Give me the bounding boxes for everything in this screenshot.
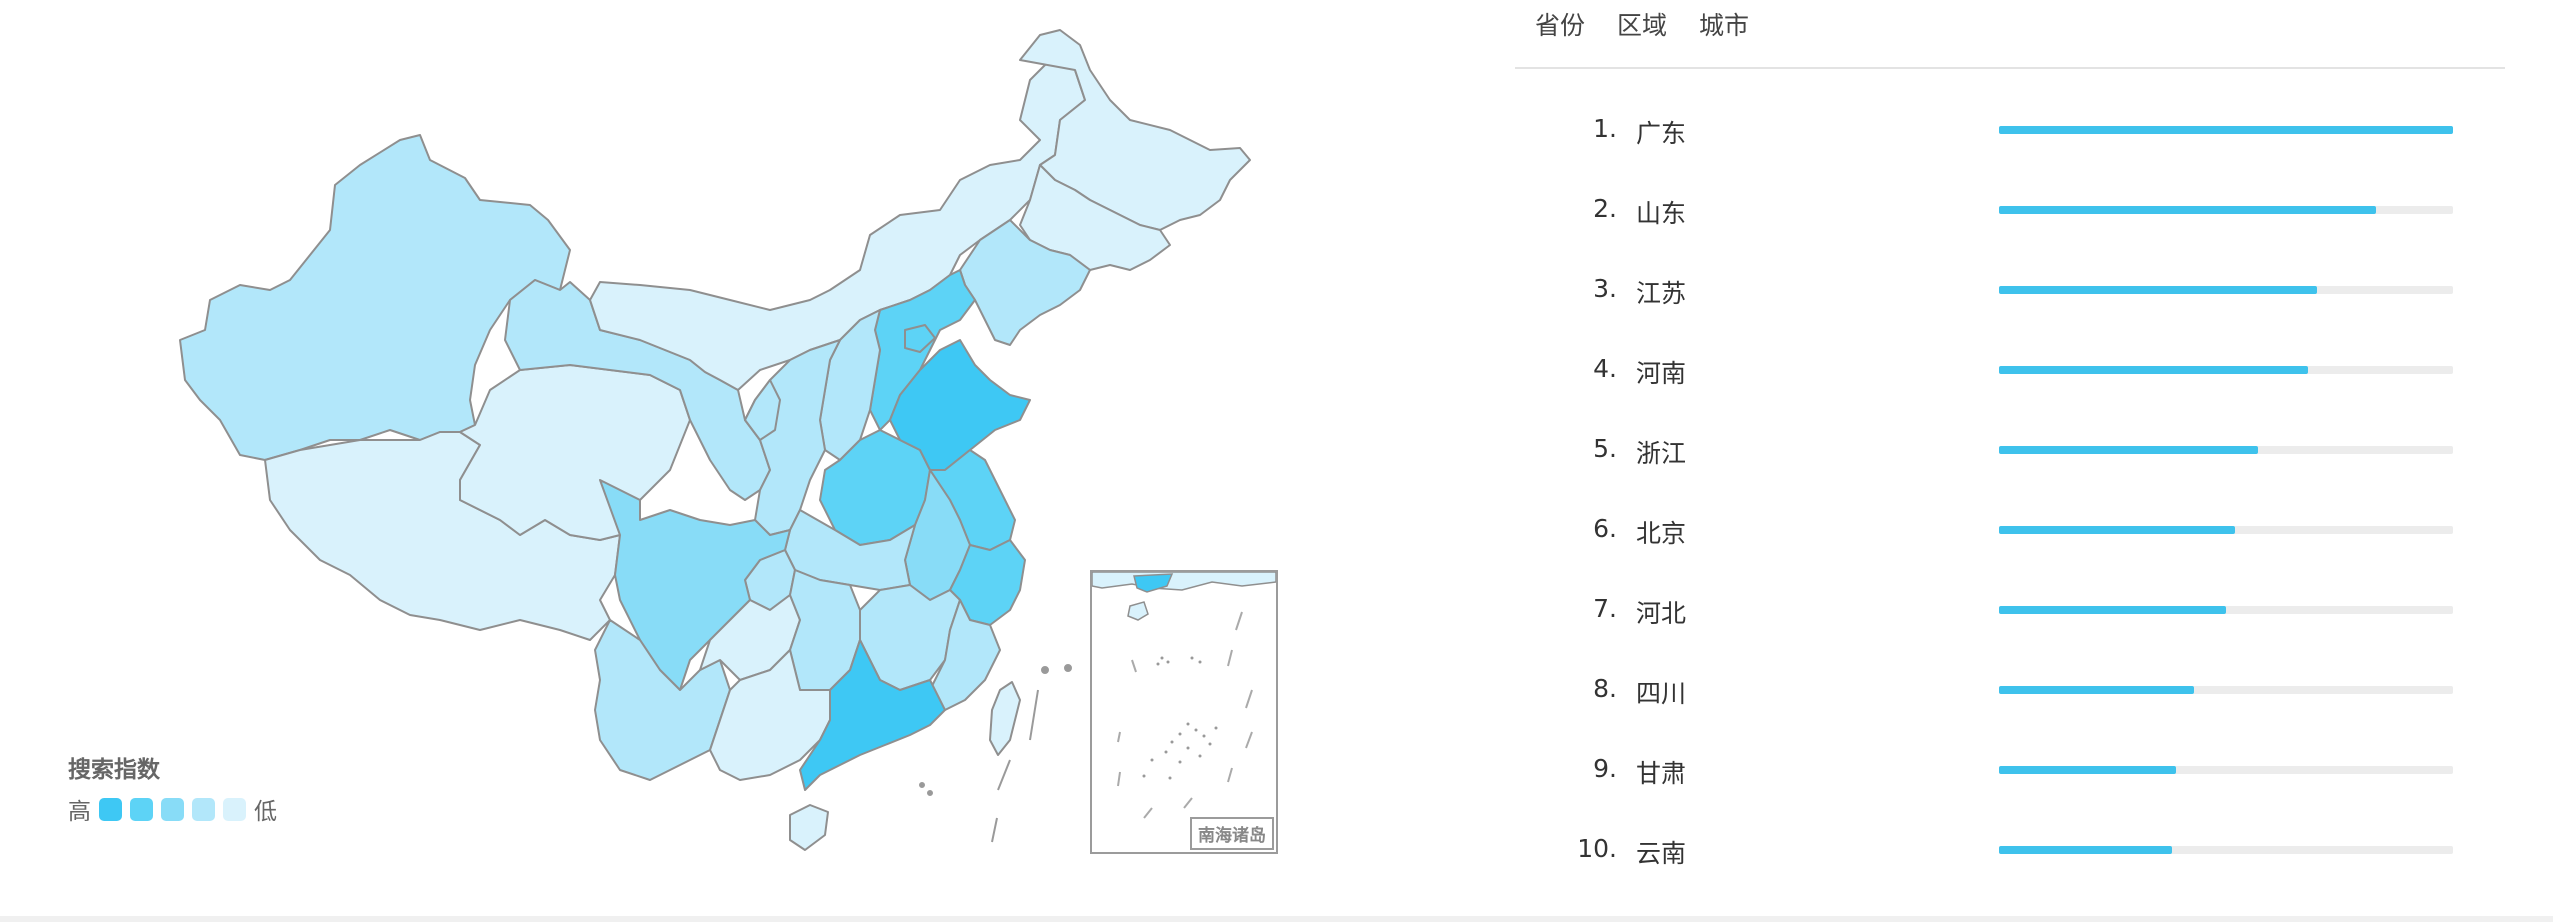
legend-swatch-5 [223, 797, 246, 821]
index-bar-track [1999, 846, 2453, 854]
rank-number: 2. [1593, 194, 1617, 223]
province-name: 四川 [1636, 679, 1687, 708]
province-name: 河北 [1636, 599, 1687, 628]
index-bar-fill [1999, 366, 2308, 374]
ranking-row: 5. 浙江 [1515, 430, 2505, 470]
footer-strip [0, 916, 2553, 922]
province-name: 甘肃 [1636, 759, 1687, 788]
ranking-row: 1. 广东 [1515, 110, 2505, 150]
index-bar-track [1999, 446, 2453, 454]
province-name: 广东 [1636, 119, 1687, 148]
province-guangdong[interactable] [799, 639, 946, 791]
ranking-row: 8. 四川 [1515, 670, 2505, 710]
province-taiwan[interactable] [989, 681, 1021, 756]
province-sichuan[interactable] [599, 479, 791, 691]
index-bar-track [1999, 686, 2453, 694]
legend-title: 搜索指数 [68, 757, 160, 783]
province-name: 山东 [1636, 199, 1687, 228]
legend-swatch-3 [161, 797, 184, 821]
tab-province[interactable]: 省份 [1535, 11, 1586, 40]
rank-number: 10. [1577, 834, 1617, 863]
legend-scale: 高 低 [68, 792, 277, 826]
province-name: 江苏 [1636, 279, 1687, 308]
ranking-row: 3. 江苏 [1515, 270, 2505, 310]
index-bar-track [1999, 126, 2453, 134]
rank-number: 3. [1593, 274, 1617, 303]
rank-number: 9. [1593, 754, 1617, 783]
index-bar-fill [1999, 206, 2376, 214]
ranking-row: 7. 河北 [1515, 590, 2505, 630]
south-china-sea-inset: 南海诸岛 [1090, 570, 1278, 854]
index-bar-track [1999, 206, 2453, 214]
province-name: 浙江 [1636, 439, 1687, 468]
legend-swatch-1 [99, 797, 122, 821]
legend-swatch-4 [192, 797, 215, 821]
tab-bar: 省份 区域 城市 [1535, 4, 1749, 44]
rank-number: 8. [1593, 674, 1617, 703]
legend-swatch-2 [130, 797, 153, 821]
rank-number: 5. [1593, 434, 1617, 463]
index-bar-track [1999, 286, 2453, 294]
legend-high-label: 高 [68, 799, 91, 825]
index-bar-fill [1999, 846, 2172, 854]
province-shandong[interactable] [889, 339, 1031, 471]
index-bar-track [1999, 366, 2453, 374]
index-bar-fill [1999, 526, 2236, 534]
ranking-row: 4. 河南 [1515, 350, 2505, 390]
ranking-row: 2. 山东 [1515, 190, 2505, 230]
province-fujian[interactable] [929, 599, 1001, 711]
province-name: 河南 [1636, 359, 1687, 388]
china-heat-map: 南海诸岛 搜索指数 高 低 [68, 29, 1278, 854]
index-bar-fill [1999, 286, 2317, 294]
rank-number: 1. [1593, 114, 1617, 143]
rank-number: 4. [1593, 354, 1617, 383]
inset-label: 南海诸岛 [1190, 817, 1274, 850]
index-bar-fill [1999, 766, 2177, 774]
province-name: 云南 [1636, 839, 1687, 868]
index-bar-track [1999, 766, 2453, 774]
rank-number: 7. [1593, 594, 1617, 623]
province-beijing[interactable] [904, 324, 936, 353]
province-name: 北京 [1636, 519, 1687, 548]
china-map-svg [179, 29, 1251, 851]
index-bar-fill [1999, 606, 2226, 614]
ranking-row: 9. 甘肃 [1515, 750, 2505, 790]
ranking-panel: 省份 区域 城市 1. 广东 2. 山东 3. 江苏 4. 河南 5. 浙江 [1515, 0, 2505, 916]
legend: 搜索指数 高 低 [68, 750, 277, 826]
tab-region[interactable]: 区域 [1617, 11, 1668, 40]
ranking-row: 6. 北京 [1515, 510, 2505, 550]
province-yunnan[interactable] [594, 619, 731, 781]
rank-number: 6. [1593, 514, 1617, 543]
province-zhejiang[interactable] [949, 539, 1026, 626]
tab-divider [1515, 67, 2505, 69]
index-bar-track [1999, 526, 2453, 534]
province-hainan[interactable] [789, 804, 829, 851]
index-bar-fill [1999, 446, 2258, 454]
tab-city[interactable]: 城市 [1699, 11, 1750, 40]
province-qinghai[interactable] [459, 364, 691, 541]
ranking-row: 10. 云南 [1515, 830, 2505, 870]
index-bar-track [1999, 606, 2453, 614]
province-heilongjiang[interactable] [1019, 29, 1251, 231]
index-bar-fill [1999, 126, 2453, 134]
index-bar-fill [1999, 686, 2195, 694]
inset-map-svg [1091, 571, 1277, 819]
province-ningxia[interactable] [744, 379, 781, 441]
legend-low-label: 低 [254, 799, 277, 825]
